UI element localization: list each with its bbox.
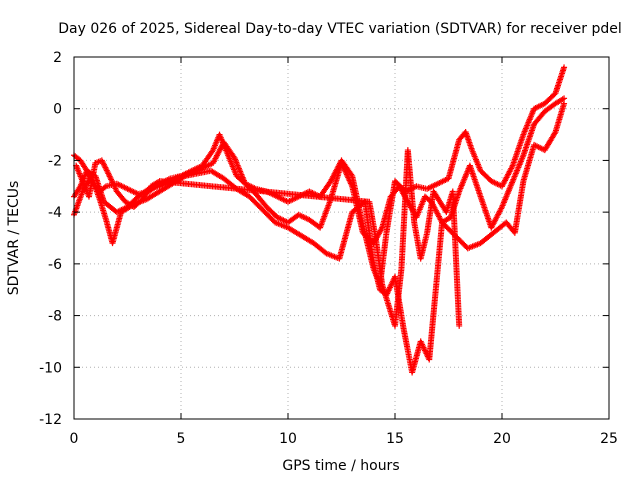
data-points [71, 64, 568, 376]
x-tick-label: 0 [70, 431, 79, 447]
data-point [456, 322, 463, 329]
series-track-d [73, 147, 463, 329]
y-tick-label: -10 [39, 360, 62, 376]
series-track-b [71, 95, 568, 247]
data-point [561, 95, 568, 102]
interp-point [101, 184, 108, 191]
data-point [561, 100, 568, 107]
axis-ticks [73, 56, 610, 420]
series-track-c [71, 100, 568, 376]
x-tick-label: 10 [279, 431, 297, 447]
grid-lines [74, 57, 609, 419]
x-tick-label: 25 [600, 431, 618, 447]
y-tick-label: -2 [48, 153, 62, 169]
y-tick-label: -4 [48, 205, 62, 221]
x-tick-label: 20 [493, 431, 511, 447]
y-tick-label: 0 [53, 102, 62, 118]
y-tick-label: -6 [48, 257, 62, 273]
x-tick-label: 5 [177, 431, 186, 447]
y-tick-label: -12 [39, 412, 62, 428]
series-track-a [71, 64, 568, 288]
y-axis-label: SDTVAR / TECUs [6, 181, 22, 296]
y-tick-label: 2 [53, 50, 62, 66]
y-tick-label: -8 [48, 309, 62, 325]
plot-frame [73, 56, 610, 420]
data-point [561, 64, 568, 71]
interp-point [551, 130, 558, 137]
x-tick-label: 15 [386, 431, 404, 447]
x-axis-label: GPS time / hours [282, 458, 399, 474]
chart-title: Day 026 of 2025, Sidereal Day-to-day VTE… [58, 21, 622, 37]
x-tick-labels: 0 5 10 15 20 25 [70, 431, 618, 447]
y-tick-labels: -12 -10 -8 -6 -4 -2 0 2 [39, 50, 62, 428]
